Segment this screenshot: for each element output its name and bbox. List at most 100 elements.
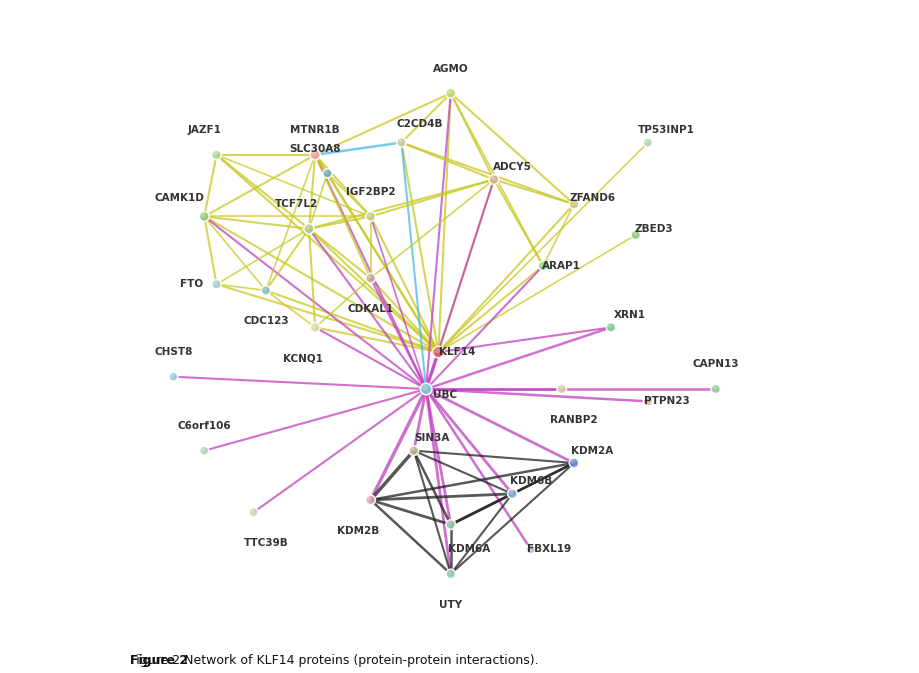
Circle shape bbox=[199, 211, 210, 222]
Circle shape bbox=[445, 88, 456, 98]
Circle shape bbox=[305, 225, 310, 229]
Circle shape bbox=[396, 138, 405, 147]
Circle shape bbox=[528, 546, 531, 551]
Circle shape bbox=[367, 275, 371, 279]
Text: KCNQ1: KCNQ1 bbox=[283, 353, 323, 363]
Text: SIN3A: SIN3A bbox=[414, 433, 449, 444]
Circle shape bbox=[571, 460, 574, 464]
Circle shape bbox=[213, 151, 218, 156]
Circle shape bbox=[168, 372, 178, 382]
Text: KDM6B: KDM6B bbox=[509, 476, 551, 487]
Circle shape bbox=[447, 90, 451, 94]
Circle shape bbox=[201, 213, 205, 217]
Text: JAZF1: JAZF1 bbox=[187, 125, 221, 135]
Circle shape bbox=[409, 446, 418, 456]
Circle shape bbox=[419, 383, 432, 395]
Circle shape bbox=[539, 262, 544, 267]
Circle shape bbox=[538, 261, 548, 271]
Circle shape bbox=[538, 260, 548, 271]
Text: CHST8: CHST8 bbox=[154, 347, 192, 357]
Circle shape bbox=[556, 384, 566, 394]
Circle shape bbox=[261, 286, 270, 295]
Circle shape bbox=[211, 150, 221, 160]
Text: SLC30A8: SLC30A8 bbox=[289, 144, 341, 153]
Circle shape bbox=[526, 544, 535, 555]
Circle shape bbox=[644, 139, 649, 143]
Circle shape bbox=[569, 199, 578, 209]
Circle shape bbox=[396, 137, 406, 147]
Circle shape bbox=[446, 520, 455, 530]
Text: UBC: UBC bbox=[432, 390, 456, 400]
Circle shape bbox=[199, 446, 209, 455]
Circle shape bbox=[556, 384, 566, 394]
Circle shape bbox=[448, 522, 451, 526]
Circle shape bbox=[323, 169, 332, 178]
Text: ZFAND6: ZFAND6 bbox=[569, 193, 615, 203]
Text: UTY: UTY bbox=[438, 600, 462, 610]
Circle shape bbox=[710, 384, 720, 394]
Circle shape bbox=[310, 322, 320, 332]
Circle shape bbox=[367, 497, 371, 501]
Text: CDKAL1: CDKAL1 bbox=[347, 304, 393, 314]
Circle shape bbox=[310, 150, 320, 160]
Circle shape bbox=[249, 507, 258, 517]
Circle shape bbox=[710, 384, 720, 394]
Text: C2CD4B: C2CD4B bbox=[396, 119, 443, 129]
Circle shape bbox=[408, 446, 418, 456]
Circle shape bbox=[365, 211, 376, 221]
Circle shape bbox=[366, 273, 375, 283]
Circle shape bbox=[432, 346, 444, 358]
Circle shape bbox=[199, 211, 209, 221]
Circle shape bbox=[422, 385, 427, 390]
Circle shape bbox=[323, 168, 332, 178]
Circle shape bbox=[489, 174, 498, 184]
Text: TCF7L2: TCF7L2 bbox=[275, 199, 318, 209]
Text: ZBED3: ZBED3 bbox=[634, 224, 673, 234]
Circle shape bbox=[630, 230, 640, 240]
Circle shape bbox=[398, 139, 403, 143]
Text: FTO: FTO bbox=[180, 279, 203, 289]
Circle shape bbox=[448, 571, 451, 575]
Circle shape bbox=[606, 323, 615, 332]
Circle shape bbox=[644, 398, 649, 402]
Circle shape bbox=[630, 230, 640, 240]
Circle shape bbox=[312, 324, 316, 328]
Circle shape bbox=[201, 448, 205, 452]
Text: TP53INP1: TP53INP1 bbox=[637, 125, 694, 135]
Text: C6orf106: C6orf106 bbox=[177, 421, 231, 431]
Circle shape bbox=[170, 374, 175, 378]
Circle shape bbox=[211, 279, 221, 289]
Circle shape bbox=[410, 448, 414, 452]
Circle shape bbox=[303, 223, 314, 234]
Text: CDC123: CDC123 bbox=[243, 316, 289, 326]
Circle shape bbox=[569, 458, 578, 468]
Circle shape bbox=[199, 446, 209, 456]
Text: FBXL19: FBXL19 bbox=[527, 544, 571, 555]
Circle shape bbox=[365, 495, 375, 505]
Text: XRN1: XRN1 bbox=[613, 310, 645, 320]
Text: Figure 2: Figure 2 bbox=[130, 654, 188, 668]
Circle shape bbox=[213, 281, 218, 285]
Circle shape bbox=[642, 396, 652, 406]
Text: PTPN23: PTPN23 bbox=[643, 396, 688, 406]
Text: KDM2B: KDM2B bbox=[337, 526, 379, 536]
Circle shape bbox=[607, 324, 611, 328]
Circle shape bbox=[568, 458, 579, 468]
Circle shape bbox=[488, 174, 499, 185]
Circle shape bbox=[365, 273, 375, 283]
Text: MTNR1B: MTNR1B bbox=[290, 125, 340, 135]
Circle shape bbox=[642, 138, 652, 147]
Circle shape bbox=[568, 199, 579, 209]
Circle shape bbox=[506, 489, 517, 499]
Circle shape bbox=[490, 176, 494, 180]
Circle shape bbox=[250, 509, 255, 513]
Circle shape bbox=[509, 491, 513, 495]
Circle shape bbox=[632, 232, 636, 236]
Circle shape bbox=[445, 520, 456, 530]
Circle shape bbox=[312, 151, 316, 156]
Circle shape bbox=[366, 495, 375, 505]
Text: AGMO: AGMO bbox=[433, 63, 468, 73]
Text: KDM6A: KDM6A bbox=[448, 544, 490, 555]
Text: IGF2BP2: IGF2BP2 bbox=[346, 187, 395, 197]
Circle shape bbox=[558, 386, 562, 390]
